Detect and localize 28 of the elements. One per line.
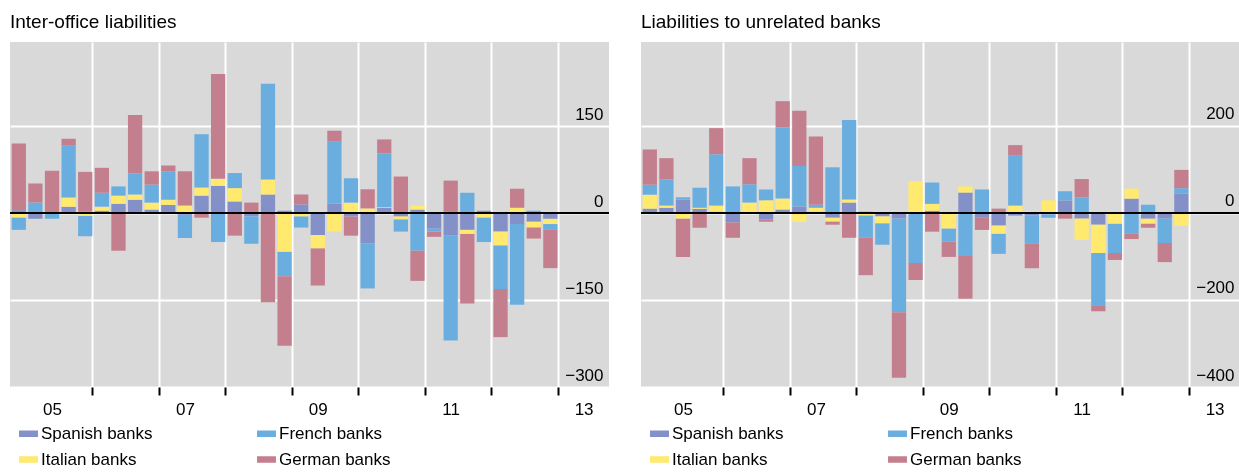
- x-tick-label: 05: [674, 399, 693, 419]
- chart-title: Inter-office liabilities: [10, 11, 177, 32]
- y-tick-label: 0: [594, 191, 604, 211]
- legend-label: French banks: [279, 423, 382, 443]
- y-tick-label: −150: [565, 278, 604, 298]
- legend-label: Spanish banks: [41, 423, 153, 443]
- x-tick-label: 13: [1205, 399, 1225, 419]
- legend-label: German banks: [279, 449, 391, 469]
- legend-label: Italian banks: [41, 449, 137, 469]
- y-tick-label: 150: [575, 104, 604, 124]
- legend-label: French banks: [910, 423, 1013, 443]
- y-tick-label: −400: [1196, 365, 1235, 385]
- x-tick-label: 05: [43, 399, 62, 419]
- legend-label: German banks: [910, 449, 1022, 469]
- legend-label: Italian banks: [672, 449, 768, 469]
- x-tick-label: 11: [1073, 399, 1092, 419]
- x-tick-label: 13: [574, 399, 594, 419]
- y-tick-label: −200: [1196, 278, 1235, 298]
- x-tick-label: 11: [442, 399, 461, 419]
- x-tick-label: 09: [308, 399, 328, 419]
- y-tick-label: 200: [1206, 104, 1235, 124]
- x-tick-label: 07: [175, 399, 195, 419]
- x-tick-label: 07: [806, 399, 826, 419]
- legend-label: Spanish banks: [672, 423, 784, 443]
- x-tick-label: 09: [939, 399, 959, 419]
- y-tick-label: −300: [565, 365, 604, 385]
- chart-title: Liabilities to unrelated banks: [641, 11, 881, 32]
- y-tick-label: 0: [1225, 191, 1235, 211]
